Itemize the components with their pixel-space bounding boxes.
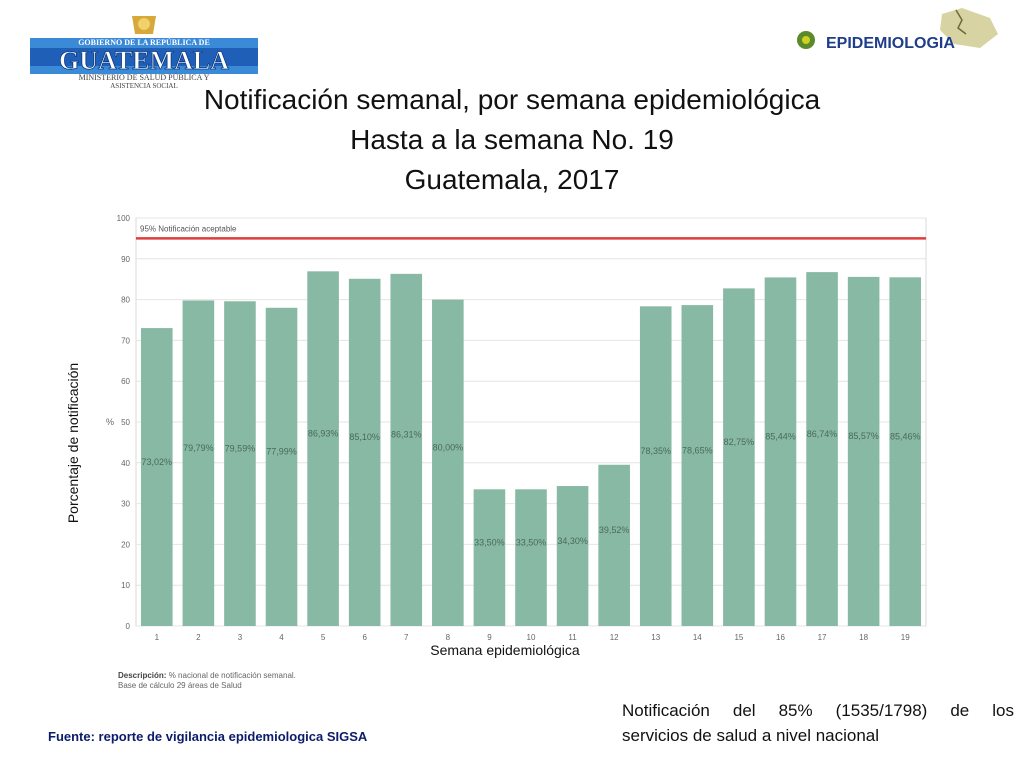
- chart-description: Descripción: % nacional de notificación …: [118, 671, 296, 691]
- bar-week-18: [847, 276, 880, 626]
- bar-week-1: [140, 328, 173, 626]
- guatemala-ministry-logo: GOBIERNO DE LA REPÚBLICA DE GUATEMALA MI…: [30, 16, 258, 90]
- bar-week-19: [889, 277, 922, 626]
- y-tick-label: 100: [117, 214, 131, 223]
- y-tick-label: 60: [121, 377, 130, 386]
- bar-label-week-3: 79,59%: [225, 443, 256, 453]
- x-tick-label: 12: [610, 633, 619, 642]
- bar-label-week-1: 73,02%: [142, 457, 173, 467]
- description-text: % nacional de notificación semanal.: [168, 671, 296, 680]
- bar-week-9: [473, 489, 506, 626]
- x-tick-label: 17: [818, 633, 827, 642]
- bar-week-13: [639, 306, 672, 626]
- bar-week-2: [182, 300, 215, 626]
- x-tick-label: 15: [734, 633, 743, 642]
- y-tick-label: 10: [121, 581, 130, 590]
- x-tick-label: 16: [776, 633, 785, 642]
- logo-ministry-line: MINISTERIO DE SALUD PÚBLICA Y: [79, 72, 210, 82]
- x-tick-label: 19: [901, 633, 910, 642]
- bar-label-week-15: 82,75%: [724, 437, 755, 447]
- x-tick-label: 13: [651, 633, 660, 642]
- logo-guatemala: GUATEMALA: [59, 46, 229, 75]
- bar-week-3: [224, 301, 256, 626]
- bar-week-14: [681, 305, 714, 626]
- note-line-2: servicios de salud a nivel nacional: [622, 726, 880, 745]
- y-tick-label: 90: [121, 255, 130, 264]
- x-axis-title: Semana epidemiológica: [430, 642, 580, 658]
- bar-week-16: [764, 277, 797, 626]
- bar-week-7: [390, 273, 423, 626]
- x-tick-label: 6: [362, 633, 367, 642]
- title-line-2: Hasta a la semana No. 19: [350, 124, 674, 155]
- y-tick-label: 50: [121, 418, 130, 427]
- bar-label-week-2: 79,79%: [183, 443, 214, 453]
- description-base: Base de cálculo 29 áreas de Salud: [118, 681, 242, 690]
- bar-label-week-9: 33,50%: [474, 537, 505, 547]
- source-footnote: Fuente: reporte de vigilancia epidemiolo…: [48, 729, 368, 744]
- bar-week-17: [806, 272, 838, 626]
- page-title: Notificación semanal, por semana epidemi…: [0, 80, 1024, 200]
- bar-label-week-16: 85,44%: [765, 431, 796, 441]
- logo-top-line: GOBIERNO DE LA REPÚBLICA DE: [78, 37, 210, 47]
- bar-label-week-4: 77,99%: [266, 447, 297, 457]
- y-tick-label: 70: [121, 336, 130, 345]
- y-tick-label: 30: [121, 500, 130, 509]
- bar-week-12: [598, 464, 630, 626]
- bar-label-week-13: 78,35%: [640, 446, 671, 456]
- x-tick-label: 3: [238, 633, 243, 642]
- bar-label-week-18: 85,57%: [848, 431, 879, 441]
- bar-week-11: [556, 486, 589, 626]
- x-tick-label: 5: [321, 633, 326, 642]
- y-tick-label: 0: [126, 622, 131, 631]
- bar-label-week-10: 33,50%: [516, 537, 547, 547]
- x-tick-label: 8: [446, 633, 451, 642]
- y-tick-label: 20: [121, 540, 130, 549]
- x-tick-label: 14: [693, 633, 702, 642]
- bar-label-week-5: 86,93%: [308, 428, 339, 438]
- bar-week-4: [265, 307, 298, 626]
- x-tick-label: 2: [196, 633, 201, 642]
- chart-bars: [140, 271, 922, 626]
- note-line-1: Notificación del 85% (1535/1798) de los: [622, 701, 1014, 720]
- bar-label-week-12: 39,52%: [599, 525, 630, 535]
- bar-label-week-19: 85,46%: [890, 431, 921, 441]
- title-line-1: Notificación semanal, por semana epidemi…: [203, 84, 821, 115]
- bar-label-week-17: 86,74%: [807, 429, 838, 439]
- x-tick-label: 9: [487, 633, 492, 642]
- bar-week-15: [723, 288, 755, 626]
- epidemiologia-logo: EPIDEMIOLOGIA: [797, 8, 998, 52]
- reference-line-label: 95% Notificación aceptable: [140, 224, 237, 233]
- x-tick-label: 7: [404, 633, 409, 642]
- x-axis-ticks: 1 2 3 4 5 6 7 8 9 10 11 12 13 14 15 16 17 18 19: [155, 633, 911, 642]
- y-axis-title: Porcentaje de notificación: [58, 338, 88, 548]
- bar-label-week-6: 85,10%: [349, 432, 380, 442]
- description-label: Descripción:: [118, 671, 167, 680]
- bar-data-labels: 73,02% 79,79% 79,59% 77,99% 86,93% 85,10% 86,3…: [142, 428, 921, 547]
- bar-week-6: [348, 278, 381, 626]
- bar-week-10: [515, 489, 547, 626]
- title-line-3: Guatemala, 2017: [404, 164, 620, 195]
- y-tick-label: 40: [121, 459, 130, 468]
- notification-note: Notificación del 85% (1535/1798) de los …: [622, 698, 1014, 748]
- bar-week-5: [307, 271, 339, 626]
- x-tick-label: 1: [155, 633, 160, 642]
- weekly-notification-bar-chart: 0 10 20 30 40 50 60 70 80 90 100 % 73,02% 79,79% 79,…: [106, 214, 927, 642]
- x-tick-label: 11: [568, 633, 577, 642]
- bar-label-week-8: 80,00%: [433, 443, 464, 453]
- x-tick-label: 10: [527, 633, 536, 642]
- logo-asistencia-line: ASISTENCIA SOCIAL: [110, 82, 177, 90]
- y-axis-ticks: 0 10 20 30 40 50 60 70 80 90 100: [117, 214, 131, 631]
- x-tick-label: 18: [859, 633, 868, 642]
- x-tick-label: 4: [279, 633, 284, 642]
- bar-label-week-7: 86,31%: [391, 430, 422, 440]
- bar-label-week-11: 34,30%: [557, 536, 588, 546]
- y-axis-unit-label: %: [106, 417, 114, 427]
- bar-label-week-14: 78,65%: [682, 445, 713, 455]
- y-tick-label: 80: [121, 296, 130, 305]
- bar-week-8: [432, 299, 464, 626]
- y-axis-title-text: Porcentaje de notificación: [65, 362, 81, 524]
- logo-epidemiologia-text: EPIDEMIOLOGIA: [826, 35, 955, 52]
